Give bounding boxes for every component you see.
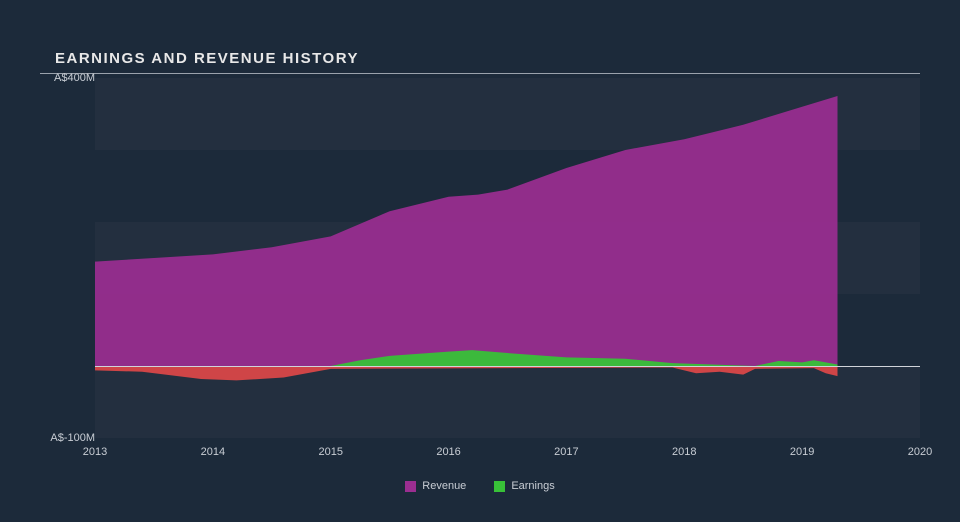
y-axis: A$400MA$-100M (40, 78, 95, 438)
x-tick-label: 2017 (554, 446, 578, 458)
legend-swatch (494, 481, 505, 492)
title-rule (40, 73, 920, 74)
zero-baseline (95, 366, 920, 367)
x-tick-label: 2020 (908, 446, 932, 458)
legend: Revenue Earnings (40, 480, 920, 492)
x-tick-label: 2014 (201, 446, 225, 458)
x-tick-label: 2019 (790, 446, 814, 458)
chart-title: EARNINGS AND REVENUE HISTORY (55, 50, 920, 67)
x-tick-label: 2013 (83, 446, 107, 458)
chart-area: A$400MA$-100M 2013 2014 2015 2016 2017 2018 20… (40, 78, 920, 492)
legend-item: Earnings (494, 480, 554, 492)
x-axis: 20132014201520162017201820192020 (95, 446, 920, 462)
series-svg (95, 78, 920, 438)
legend-label: Revenue (422, 480, 466, 492)
series-revenue (95, 96, 838, 366)
x-tick-label: 2016 (436, 446, 460, 458)
legend-label: Earnings (511, 480, 554, 492)
plot-row: A$400MA$-100M (40, 78, 920, 438)
series-earnings_neg (95, 366, 838, 380)
legend-swatch (405, 481, 416, 492)
y-tick-label: A$400M (54, 72, 95, 84)
plot (95, 78, 920, 438)
x-tick-label: 2018 (672, 446, 696, 458)
legend-item: Revenue (405, 480, 466, 492)
chart-container: EARNINGS AND REVENUE HISTORY A$400MA$-10… (0, 0, 960, 522)
x-tick-label: 2015 (318, 446, 342, 458)
y-tick-label: A$-100M (50, 432, 95, 444)
